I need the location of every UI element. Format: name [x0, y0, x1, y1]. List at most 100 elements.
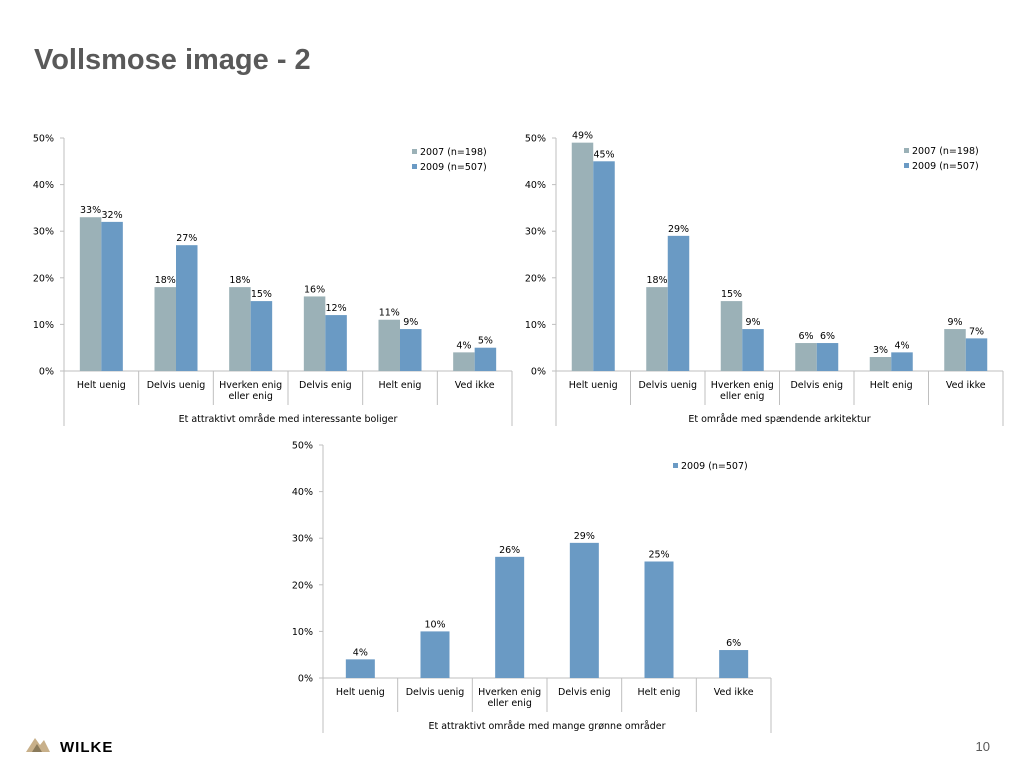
y-tick-label: 10% — [33, 320, 54, 331]
legend-entry: 2009 (n=507) — [681, 461, 748, 472]
bar-s2 — [250, 301, 273, 371]
data-label: 5% — [478, 336, 493, 347]
bar-s2 — [965, 338, 988, 371]
bar-s1 — [495, 556, 525, 678]
bar-s1 — [453, 352, 475, 371]
logo-text: WILKE — [60, 739, 113, 756]
data-label: 11% — [379, 308, 400, 319]
y-tick-label: 10% — [292, 627, 313, 638]
bar-s1 — [229, 287, 251, 371]
data-label: 6% — [726, 638, 741, 649]
data-label: 3% — [873, 345, 888, 356]
bar-s1 — [420, 631, 450, 678]
data-label: 18% — [646, 275, 667, 286]
y-tick-label: 50% — [525, 134, 546, 145]
category-label: Helt uenig — [569, 380, 618, 391]
data-label: 27% — [176, 233, 197, 244]
bar-s1 — [378, 319, 400, 371]
legend-entry: 2007 (n=198) — [912, 146, 979, 157]
bar-s1 — [646, 287, 668, 371]
data-label: 15% — [721, 289, 742, 300]
data-label: 45% — [593, 149, 614, 160]
bar-s1 — [569, 542, 599, 678]
y-tick-label: 0% — [39, 367, 54, 378]
page-number: 10 — [975, 739, 990, 754]
data-label: 26% — [499, 545, 520, 556]
legend-entry: 2007 (n=198) — [420, 147, 487, 158]
data-label: 25% — [648, 550, 669, 561]
bar-s1 — [719, 650, 749, 678]
data-label: 15% — [251, 289, 272, 300]
data-label: 6% — [798, 331, 813, 342]
chart-1: 0% 10% 20% 30% 40% 50% Helt uenig Delvis uenig H… — [33, 134, 513, 426]
legend-entry: 2009 (n=507) — [420, 162, 487, 173]
y-tick-label: 10% — [525, 320, 546, 331]
bar-s2 — [101, 221, 123, 371]
y-tick-label: 30% — [292, 534, 313, 545]
category-label: Delvis enig — [558, 687, 611, 698]
data-label: 49% — [572, 131, 593, 142]
y-tick-label: 20% — [525, 273, 546, 284]
bar-s1 — [79, 217, 102, 371]
legend-swatch — [904, 148, 909, 153]
category-label: Hverken enig eller enig — [478, 687, 541, 709]
category-label: Helt enig — [870, 380, 913, 391]
legend-swatch — [673, 463, 678, 468]
category-label: Ved ikke — [714, 687, 754, 698]
data-label: 18% — [229, 275, 250, 286]
category-label: Delvis enig — [299, 380, 352, 391]
category-label: Helt uenig — [77, 380, 126, 391]
bar-s2 — [325, 315, 347, 371]
data-label: 4% — [456, 340, 471, 351]
category-label: Helt enig — [638, 687, 681, 698]
data-label: 7% — [969, 326, 984, 337]
data-label: 10% — [424, 619, 445, 630]
bar-s1 — [795, 343, 817, 371]
y-tick-label: 30% — [33, 227, 54, 238]
bar-s2 — [176, 245, 198, 371]
bar-s1 — [154, 287, 176, 371]
bar-s1 — [869, 357, 892, 371]
category-label: Delvis uenig — [147, 380, 206, 391]
chart-2: 0% 10% 20% 30% 40% 50% Helt uenig Delvis uenig H… — [525, 131, 1004, 426]
data-label: 9% — [403, 317, 418, 328]
bar-s2 — [816, 343, 839, 371]
data-label: 29% — [574, 531, 595, 542]
data-label: 6% — [820, 331, 835, 342]
y-tick-label: 0% — [298, 674, 313, 685]
bar-s2 — [474, 347, 497, 371]
bar-s1 — [644, 561, 674, 678]
data-label: 12% — [326, 303, 347, 314]
y-tick-label: 20% — [292, 580, 313, 591]
bar-s2 — [891, 352, 913, 371]
x-axis-title: Et attraktivt område med interessante bo… — [179, 414, 398, 425]
bar-s1 — [345, 659, 375, 678]
y-tick-label: 40% — [33, 180, 54, 191]
data-label: 29% — [668, 224, 689, 235]
category-label: Delvis uenig — [638, 380, 697, 391]
legend-swatch — [904, 163, 909, 168]
chart-3: 0% 10% 20% 30% 40% 50% Helt uenig Delvis uenig H… — [292, 441, 772, 733]
x-axis-title: Et attraktivt område med mange grønne om… — [428, 721, 665, 732]
bar-s1 — [720, 301, 743, 371]
y-tick-label: 50% — [33, 134, 54, 145]
category-label: Delvis uenig — [406, 687, 465, 698]
data-label: 18% — [155, 275, 176, 286]
bar-s2 — [667, 235, 690, 371]
data-label: 33% — [80, 205, 101, 216]
data-label: 9% — [947, 317, 962, 328]
y-tick-label: 40% — [292, 487, 313, 498]
data-label: 16% — [304, 284, 325, 295]
legend-swatch — [412, 149, 417, 154]
wilke-logo: WILKE — [26, 738, 113, 756]
data-label: 4% — [894, 340, 909, 351]
bar-s1 — [944, 329, 966, 371]
category-label: Hverken enig eller enig — [219, 380, 282, 402]
bar-s1 — [303, 296, 326, 371]
y-tick-label: 50% — [292, 441, 313, 452]
data-label: 9% — [745, 317, 760, 328]
x-axis-title: Et område med spændende arkitektur — [688, 414, 870, 425]
y-tick-label: 0% — [531, 367, 546, 378]
y-tick-label: 40% — [525, 180, 546, 191]
